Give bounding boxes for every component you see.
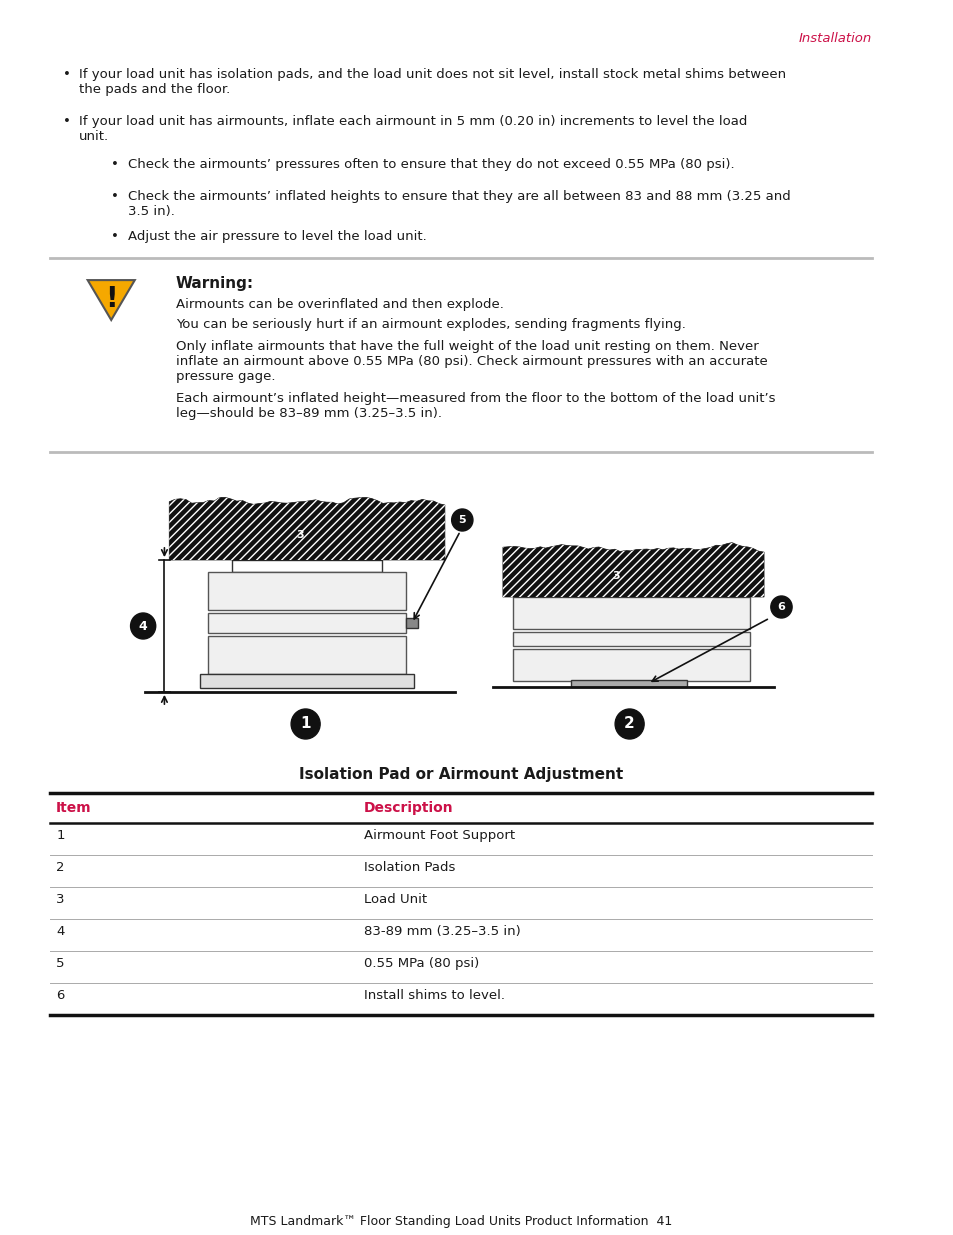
Text: Isolation Pad or Airmount Adjustment: Isolation Pad or Airmount Adjustment xyxy=(299,767,623,782)
Text: You can be seriously hurt if an airmount explodes, sending fragments flying.: You can be seriously hurt if an airmount… xyxy=(176,317,685,331)
Text: Airmount Foot Support: Airmount Foot Support xyxy=(363,829,515,842)
Bar xyxy=(208,636,406,674)
Text: 4: 4 xyxy=(138,620,148,632)
Text: Only inflate airmounts that have the full weight of the load unit resting on the: Only inflate airmounts that have the ful… xyxy=(176,340,767,383)
Text: Check the airmounts’ pressures often to ensure that they do not exceed 0.55 MPa : Check the airmounts’ pressures often to … xyxy=(128,158,734,170)
Text: 1: 1 xyxy=(300,716,311,731)
Text: Install shims to level.: Install shims to level. xyxy=(363,989,504,1002)
Text: •: • xyxy=(112,158,119,170)
Text: Isolation Pads: Isolation Pads xyxy=(363,861,455,874)
Text: !: ! xyxy=(105,285,117,312)
Text: Item: Item xyxy=(56,802,91,815)
Text: 4: 4 xyxy=(56,925,65,939)
Bar xyxy=(232,559,381,572)
Text: Airmounts can be overinflated and then explode.: Airmounts can be overinflated and then e… xyxy=(176,298,503,311)
Circle shape xyxy=(770,597,791,618)
Text: 3: 3 xyxy=(295,530,303,540)
Bar xyxy=(512,597,749,629)
Text: •: • xyxy=(63,115,71,128)
Text: 3: 3 xyxy=(56,893,65,906)
Text: MTS Landmark™ Floor Standing Load Units Product Information  41: MTS Landmark™ Floor Standing Load Units … xyxy=(250,1215,672,1228)
Text: 5: 5 xyxy=(56,957,65,969)
Bar xyxy=(512,650,749,680)
Text: Description: Description xyxy=(363,802,453,815)
Text: 83-89 mm (3.25–3.5 in): 83-89 mm (3.25–3.5 in) xyxy=(363,925,519,939)
Polygon shape xyxy=(88,280,134,320)
Circle shape xyxy=(291,709,320,739)
Text: 2: 2 xyxy=(623,716,635,731)
Text: 5: 5 xyxy=(458,515,466,525)
Polygon shape xyxy=(169,498,444,559)
Text: Load Unit: Load Unit xyxy=(363,893,426,906)
Bar xyxy=(406,618,417,629)
Bar xyxy=(208,572,406,610)
Text: 0.55 MPa (80 psi): 0.55 MPa (80 psi) xyxy=(363,957,478,969)
Circle shape xyxy=(451,509,473,531)
Text: If your load unit has airmounts, inflate each airmount in 5 mm (0.20 in) increme: If your load unit has airmounts, inflate… xyxy=(79,115,747,143)
Text: 6: 6 xyxy=(777,601,784,613)
Text: 1: 1 xyxy=(56,829,65,842)
Text: If your load unit has isolation pads, and the load unit does not sit level, inst: If your load unit has isolation pads, an… xyxy=(79,68,785,96)
Text: 6: 6 xyxy=(56,989,65,1002)
Text: 2: 2 xyxy=(56,861,65,874)
Bar xyxy=(200,674,414,688)
Circle shape xyxy=(615,709,643,739)
Text: •: • xyxy=(63,68,71,82)
Text: Each airmount’s inflated height—measured from the floor to the bottom of the loa: Each airmount’s inflated height—measured… xyxy=(176,391,775,420)
Circle shape xyxy=(131,613,155,638)
Text: Warning:: Warning: xyxy=(176,275,253,291)
Bar xyxy=(512,632,749,646)
Bar xyxy=(208,613,406,634)
Text: Installation: Installation xyxy=(799,32,871,44)
Text: •: • xyxy=(112,190,119,203)
Text: Check the airmounts’ inflated heights to ensure that they are all between 83 and: Check the airmounts’ inflated heights to… xyxy=(128,190,790,219)
Text: •: • xyxy=(112,230,119,243)
Text: Adjust the air pressure to level the load unit.: Adjust the air pressure to level the loa… xyxy=(128,230,426,243)
Bar xyxy=(570,680,686,687)
Polygon shape xyxy=(502,542,763,597)
Text: 3: 3 xyxy=(612,571,619,580)
